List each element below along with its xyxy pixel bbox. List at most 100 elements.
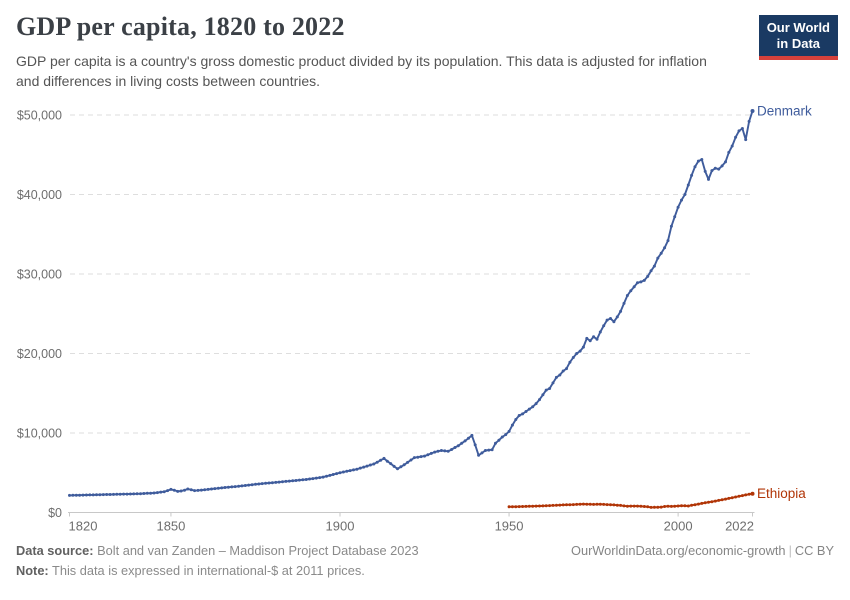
ethiopia-point — [720, 498, 724, 502]
denmark-point — [554, 375, 558, 379]
ethiopia-point — [619, 503, 623, 507]
denmark-point — [193, 489, 197, 493]
ethiopia-point — [507, 505, 511, 509]
denmark-point — [230, 485, 234, 489]
denmark-point — [341, 470, 345, 474]
denmark-point — [416, 455, 420, 459]
denmark-point — [571, 356, 575, 359]
y-axis-label: $20,000 — [17, 347, 62, 361]
ethiopia-point — [737, 494, 741, 498]
denmark-point — [297, 478, 301, 482]
owid-url-text[interactable]: OurWorldinData.org/economic-growth — [571, 543, 786, 558]
owid-logo[interactable]: Our World in Data — [758, 15, 838, 60]
denmark-point — [125, 492, 129, 496]
denmark-line[interactable] — [68, 110, 754, 497]
denmark-point — [142, 492, 146, 495]
data-source-line: Data source: Bolt and van Zanden – Maddi… — [16, 541, 419, 561]
denmark-point — [115, 492, 119, 496]
denmark-point — [652, 264, 656, 268]
ethiopia-point — [683, 504, 687, 508]
ethiopia-label[interactable]: Ethiopia — [757, 486, 806, 501]
denmark-point — [446, 449, 450, 453]
ethiopia-point — [625, 504, 629, 508]
denmark-point — [673, 215, 677, 219]
denmark-point — [81, 493, 85, 497]
ethiopia-point — [700, 501, 704, 505]
denmark-point — [223, 486, 227, 489]
ethiopia-point — [666, 504, 670, 508]
denmark-point — [439, 449, 443, 452]
ethiopia-point — [744, 493, 748, 497]
denmark-point — [345, 469, 349, 473]
denmark-point — [412, 456, 416, 460]
denmark-point — [270, 481, 274, 485]
denmark-point — [724, 160, 727, 164]
denmark-point — [389, 462, 393, 466]
denmark-point — [91, 493, 95, 497]
denmark-point — [453, 446, 457, 449]
denmark-point — [331, 473, 335, 476]
ethiopia-point — [724, 497, 727, 501]
ethiopia-point — [615, 503, 619, 507]
ethiopia-point — [588, 502, 592, 506]
denmark-point — [365, 464, 369, 468]
denmark-point — [84, 493, 88, 497]
denmark-point — [179, 489, 183, 493]
ethiopia-point — [565, 503, 568, 507]
denmark-point — [500, 435, 504, 439]
ethiopia-point — [659, 505, 663, 509]
denmark-point — [636, 281, 639, 285]
denmark-label[interactable]: Denmark — [757, 104, 812, 119]
ethiopia-point — [521, 505, 525, 508]
ethiopia-point — [544, 504, 548, 508]
denmark-point — [260, 482, 264, 486]
denmark-point — [68, 493, 71, 497]
y-axis-label: $40,000 — [17, 188, 62, 202]
x-axis-label: 1820 — [69, 519, 98, 534]
denmark-point — [588, 339, 592, 343]
ethiopia-point — [510, 505, 514, 509]
denmark-point — [325, 474, 328, 478]
ethiopia-point — [636, 504, 639, 508]
ethiopia-point — [740, 494, 744, 498]
denmark-point — [281, 480, 284, 484]
denmark-point — [335, 472, 339, 476]
chart-subtitle-line2: and differences in living costs between … — [16, 73, 321, 89]
denmark-point — [74, 493, 78, 497]
ethiopia-point — [646, 505, 650, 509]
ethiopia-point — [527, 504, 531, 508]
denmark-point — [382, 456, 386, 460]
ethiopia-point — [669, 504, 673, 508]
ethiopia-point — [663, 505, 667, 508]
owid-url-link[interactable]: OurWorldinData.org/economic-growth | CC BY — [571, 541, 834, 561]
denmark-point — [605, 318, 609, 322]
denmark-point — [734, 135, 738, 139]
denmark-point — [409, 458, 413, 462]
denmark-point — [450, 448, 454, 451]
denmark-point — [717, 167, 721, 171]
denmark-point — [534, 402, 538, 406]
denmark-point — [152, 491, 156, 495]
denmark-point — [480, 451, 484, 455]
y-axis-label: $0 — [48, 506, 62, 520]
denmark-point — [575, 352, 579, 355]
denmark-point — [514, 418, 518, 421]
denmark-point — [155, 491, 159, 495]
denmark-point — [680, 198, 683, 202]
denmark-point — [531, 405, 535, 409]
denmark-point — [568, 360, 572, 364]
ethiopia-point — [571, 503, 575, 507]
ethiopia-point — [690, 503, 694, 507]
license-text[interactable]: CC BY — [794, 543, 834, 558]
ethiopia-point — [592, 502, 596, 506]
ethiopia-point — [598, 502, 602, 506]
chart-footer: Data source: Bolt and van Zanden – Maddi… — [16, 541, 834, 581]
denmark-point — [247, 483, 251, 487]
denmark-point — [625, 294, 629, 297]
denmark-point — [467, 436, 470, 440]
denmark-point — [237, 484, 241, 488]
denmark-point — [328, 473, 332, 477]
ethiopia-point — [649, 505, 653, 509]
ethiopia-point — [713, 499, 717, 503]
